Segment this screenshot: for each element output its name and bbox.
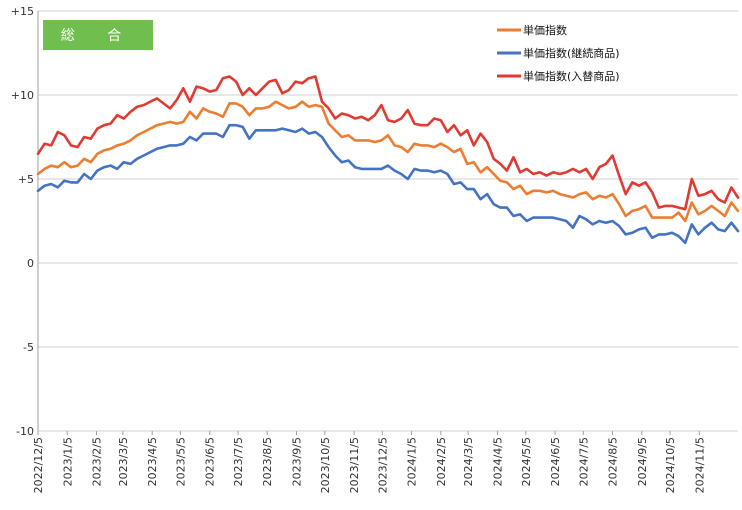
x-tick-label: 2023/5/5: [174, 437, 187, 486]
x-tick-label: 2024/6/5: [549, 437, 562, 486]
x-tick-label: 2023/8/5: [261, 437, 274, 486]
x-tick-label: 2024/10/5: [664, 437, 677, 493]
legend-label: 単価指数(継続商品): [523, 46, 620, 60]
x-tick-label: 2024/3/5: [462, 437, 475, 486]
badge-label: 総 合: [61, 28, 135, 44]
x-tick-label: 2024/1/5: [406, 437, 419, 486]
legend-label: 単価指数: [523, 23, 567, 37]
y-tick-label: +15: [11, 5, 34, 18]
x-tick-label: 2023/4/5: [146, 437, 159, 486]
x-tick-label: 2024/8/5: [607, 437, 620, 486]
x-tick-label: 2024/11/5: [693, 437, 706, 493]
y-tick-label: +10: [11, 89, 34, 102]
series-line-1: [36, 100, 740, 223]
x-tick-label: 2023/7/5: [232, 437, 245, 486]
x-tick-label: 2023/1/5: [61, 437, 74, 486]
legend-label: 単価指数(入替商品): [523, 69, 620, 83]
x-tick-label: 2023/12/5: [376, 437, 389, 493]
badge-box: [43, 20, 153, 50]
badge: 総 合: [43, 20, 153, 50]
x-tick-label: 2023/11/5: [348, 437, 361, 493]
gridlines: [38, 10, 738, 432]
series-line-2: [36, 123, 740, 245]
series-line-3: [36, 75, 740, 211]
x-tick-label: 2024/7/5: [577, 437, 590, 486]
y-tick-label: +5: [18, 173, 34, 186]
x-tick-label: 2023/6/5: [204, 437, 217, 486]
y-tick-label: -5: [23, 341, 34, 354]
x-tick-label: 2023/2/5: [91, 437, 104, 486]
x-tick-label: 2024/9/5: [636, 437, 649, 486]
x-tick-label: 2022/12/5: [32, 437, 45, 493]
y-tick-label: 0: [27, 257, 34, 270]
x-tick-label: 2023/3/5: [117, 437, 130, 486]
series-lines: [36, 75, 740, 245]
x-tick-label: 2023/10/5: [319, 437, 332, 493]
x-tick-label: 2024/4/5: [491, 437, 504, 486]
x-tick-label: 2023/9/5: [290, 437, 303, 486]
y-tick-label: -10: [16, 425, 34, 438]
x-tick-label: 2024/2/5: [435, 437, 448, 486]
x-tick-label: 2024/5/5: [520, 437, 533, 486]
